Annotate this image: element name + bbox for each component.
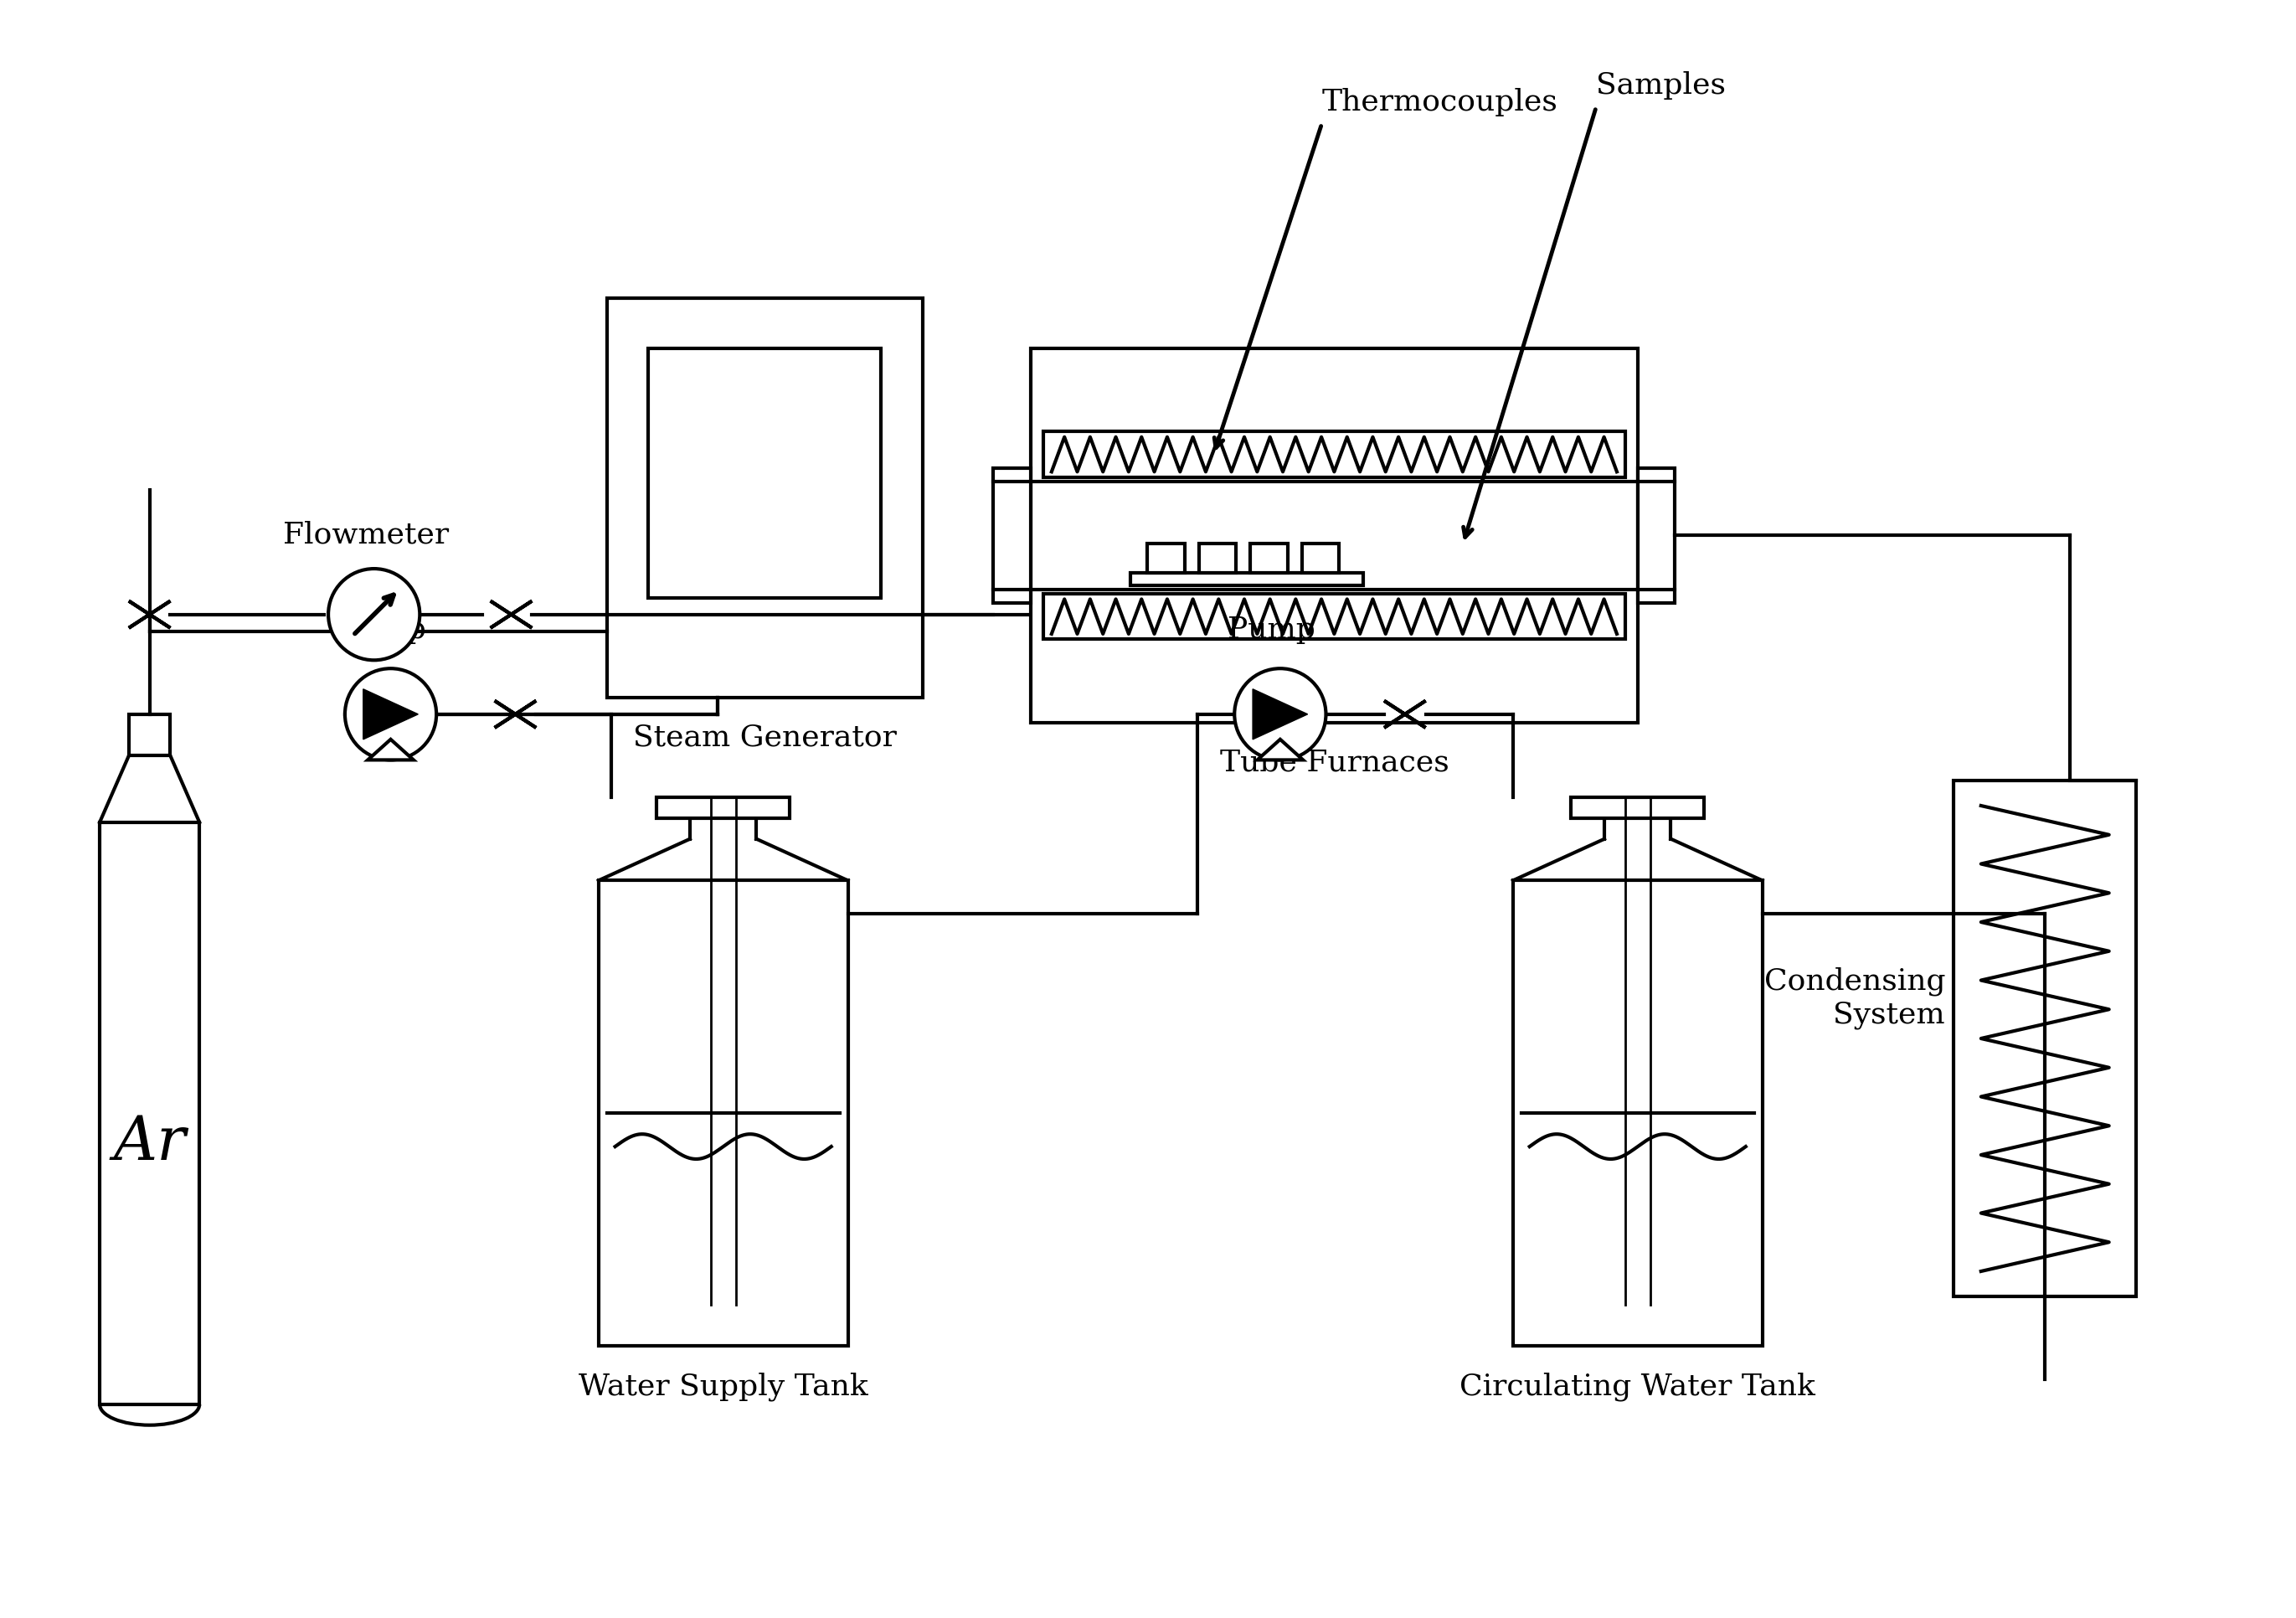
Polygon shape [129,602,170,628]
Text: Water Supply Tank: Water Supply Tank [579,1370,868,1400]
Polygon shape [494,701,537,728]
Polygon shape [363,689,418,739]
Bar [1570,798,1704,819]
Circle shape [328,570,420,660]
Text: Pump: Pump [338,615,427,644]
Polygon shape [1384,701,1426,728]
Bar [1031,349,1637,723]
Bar [129,715,170,756]
Bar [657,798,790,819]
Circle shape [344,668,436,760]
Bar [1954,781,2138,1296]
Text: Pump: Pump [1228,615,1316,644]
Text: Ar: Ar [113,1113,186,1171]
Polygon shape [491,602,533,628]
Polygon shape [129,602,170,628]
Polygon shape [494,701,537,728]
Bar [99,822,200,1404]
Bar [1302,544,1339,573]
Bar [1637,469,1676,604]
Text: Flowmeter: Flowmeter [282,519,448,549]
Polygon shape [1258,739,1304,760]
Text: Tube Furnaces: Tube Furnaces [1219,748,1449,777]
Bar [994,469,1031,604]
Text: Condensing
System: Condensing System [1763,966,1945,1029]
Bar [1251,544,1288,573]
Bar [1042,594,1626,639]
Polygon shape [367,739,413,760]
Bar [606,299,923,697]
Polygon shape [1254,689,1309,739]
Polygon shape [1384,701,1426,728]
Bar [599,880,847,1346]
Text: Steam Generator: Steam Generator [634,723,895,751]
Bar [1148,544,1185,573]
Text: Circulating Water Tank: Circulating Water Tank [1460,1370,1816,1400]
Bar [647,349,882,599]
Text: Thermocouples: Thermocouples [1322,87,1557,116]
Circle shape [1235,668,1325,760]
Bar [1130,573,1364,586]
Polygon shape [491,602,533,628]
Bar [1513,880,1763,1346]
Bar [1199,544,1235,573]
Bar [1042,432,1626,477]
Text: Samples: Samples [1596,71,1727,100]
